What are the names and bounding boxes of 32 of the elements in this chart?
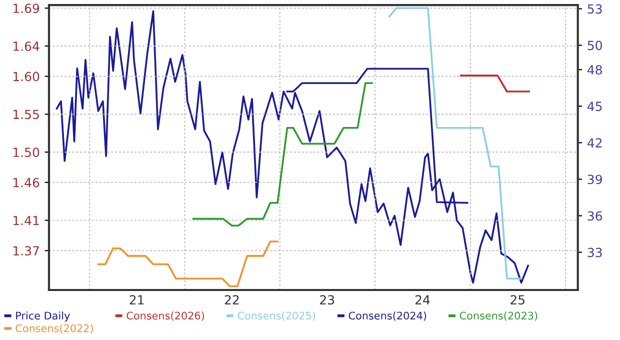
y-tick-label: 1.60 <box>13 72 40 82</box>
y-tick-label: 1.55 <box>13 110 39 120</box>
line-series <box>286 68 468 204</box>
legend-label: Consens(2022) <box>16 324 93 334</box>
legend-label: Consens(2023) <box>460 312 538 321</box>
y2-tick-label: 33 <box>588 248 602 258</box>
y2-tick-label: 48 <box>587 65 602 75</box>
y-tick-label: 1.37 <box>13 246 39 256</box>
y2-tick-label: 39 <box>588 174 602 184</box>
y2-tick-label: 50 <box>588 40 602 50</box>
legend-label: Price Daily <box>16 312 70 322</box>
y2-tick-label: 53 <box>588 4 602 14</box>
y2-tick-label: 42 <box>587 138 602 148</box>
legend-label: Consens(2026) <box>126 312 204 321</box>
legend-label: Consens(2024) <box>348 312 426 321</box>
y2-tick-label: 36 <box>588 211 602 221</box>
y-tick-label: 1.41 <box>13 216 39 226</box>
y-tick-label: 1.50 <box>13 148 40 158</box>
legend-label: Consens(2025) <box>238 312 316 321</box>
x-tick-label: 24 <box>415 295 430 304</box>
line-series <box>192 82 373 227</box>
y-tick-label: 1.46 <box>13 178 40 188</box>
y2-tick-label: 45 <box>587 102 602 112</box>
x-tick-label: 23 <box>320 295 334 305</box>
line-series <box>56 10 529 284</box>
y-tick-label: 1.69 <box>13 4 40 14</box>
x-tick-label: 22 <box>224 295 239 304</box>
line-series <box>388 7 522 280</box>
line-series <box>97 240 278 288</box>
x-tick-label: 21 <box>130 295 144 304</box>
y-tick-label: 1.64 <box>13 41 40 51</box>
x-tick-label: 25 <box>510 295 524 305</box>
